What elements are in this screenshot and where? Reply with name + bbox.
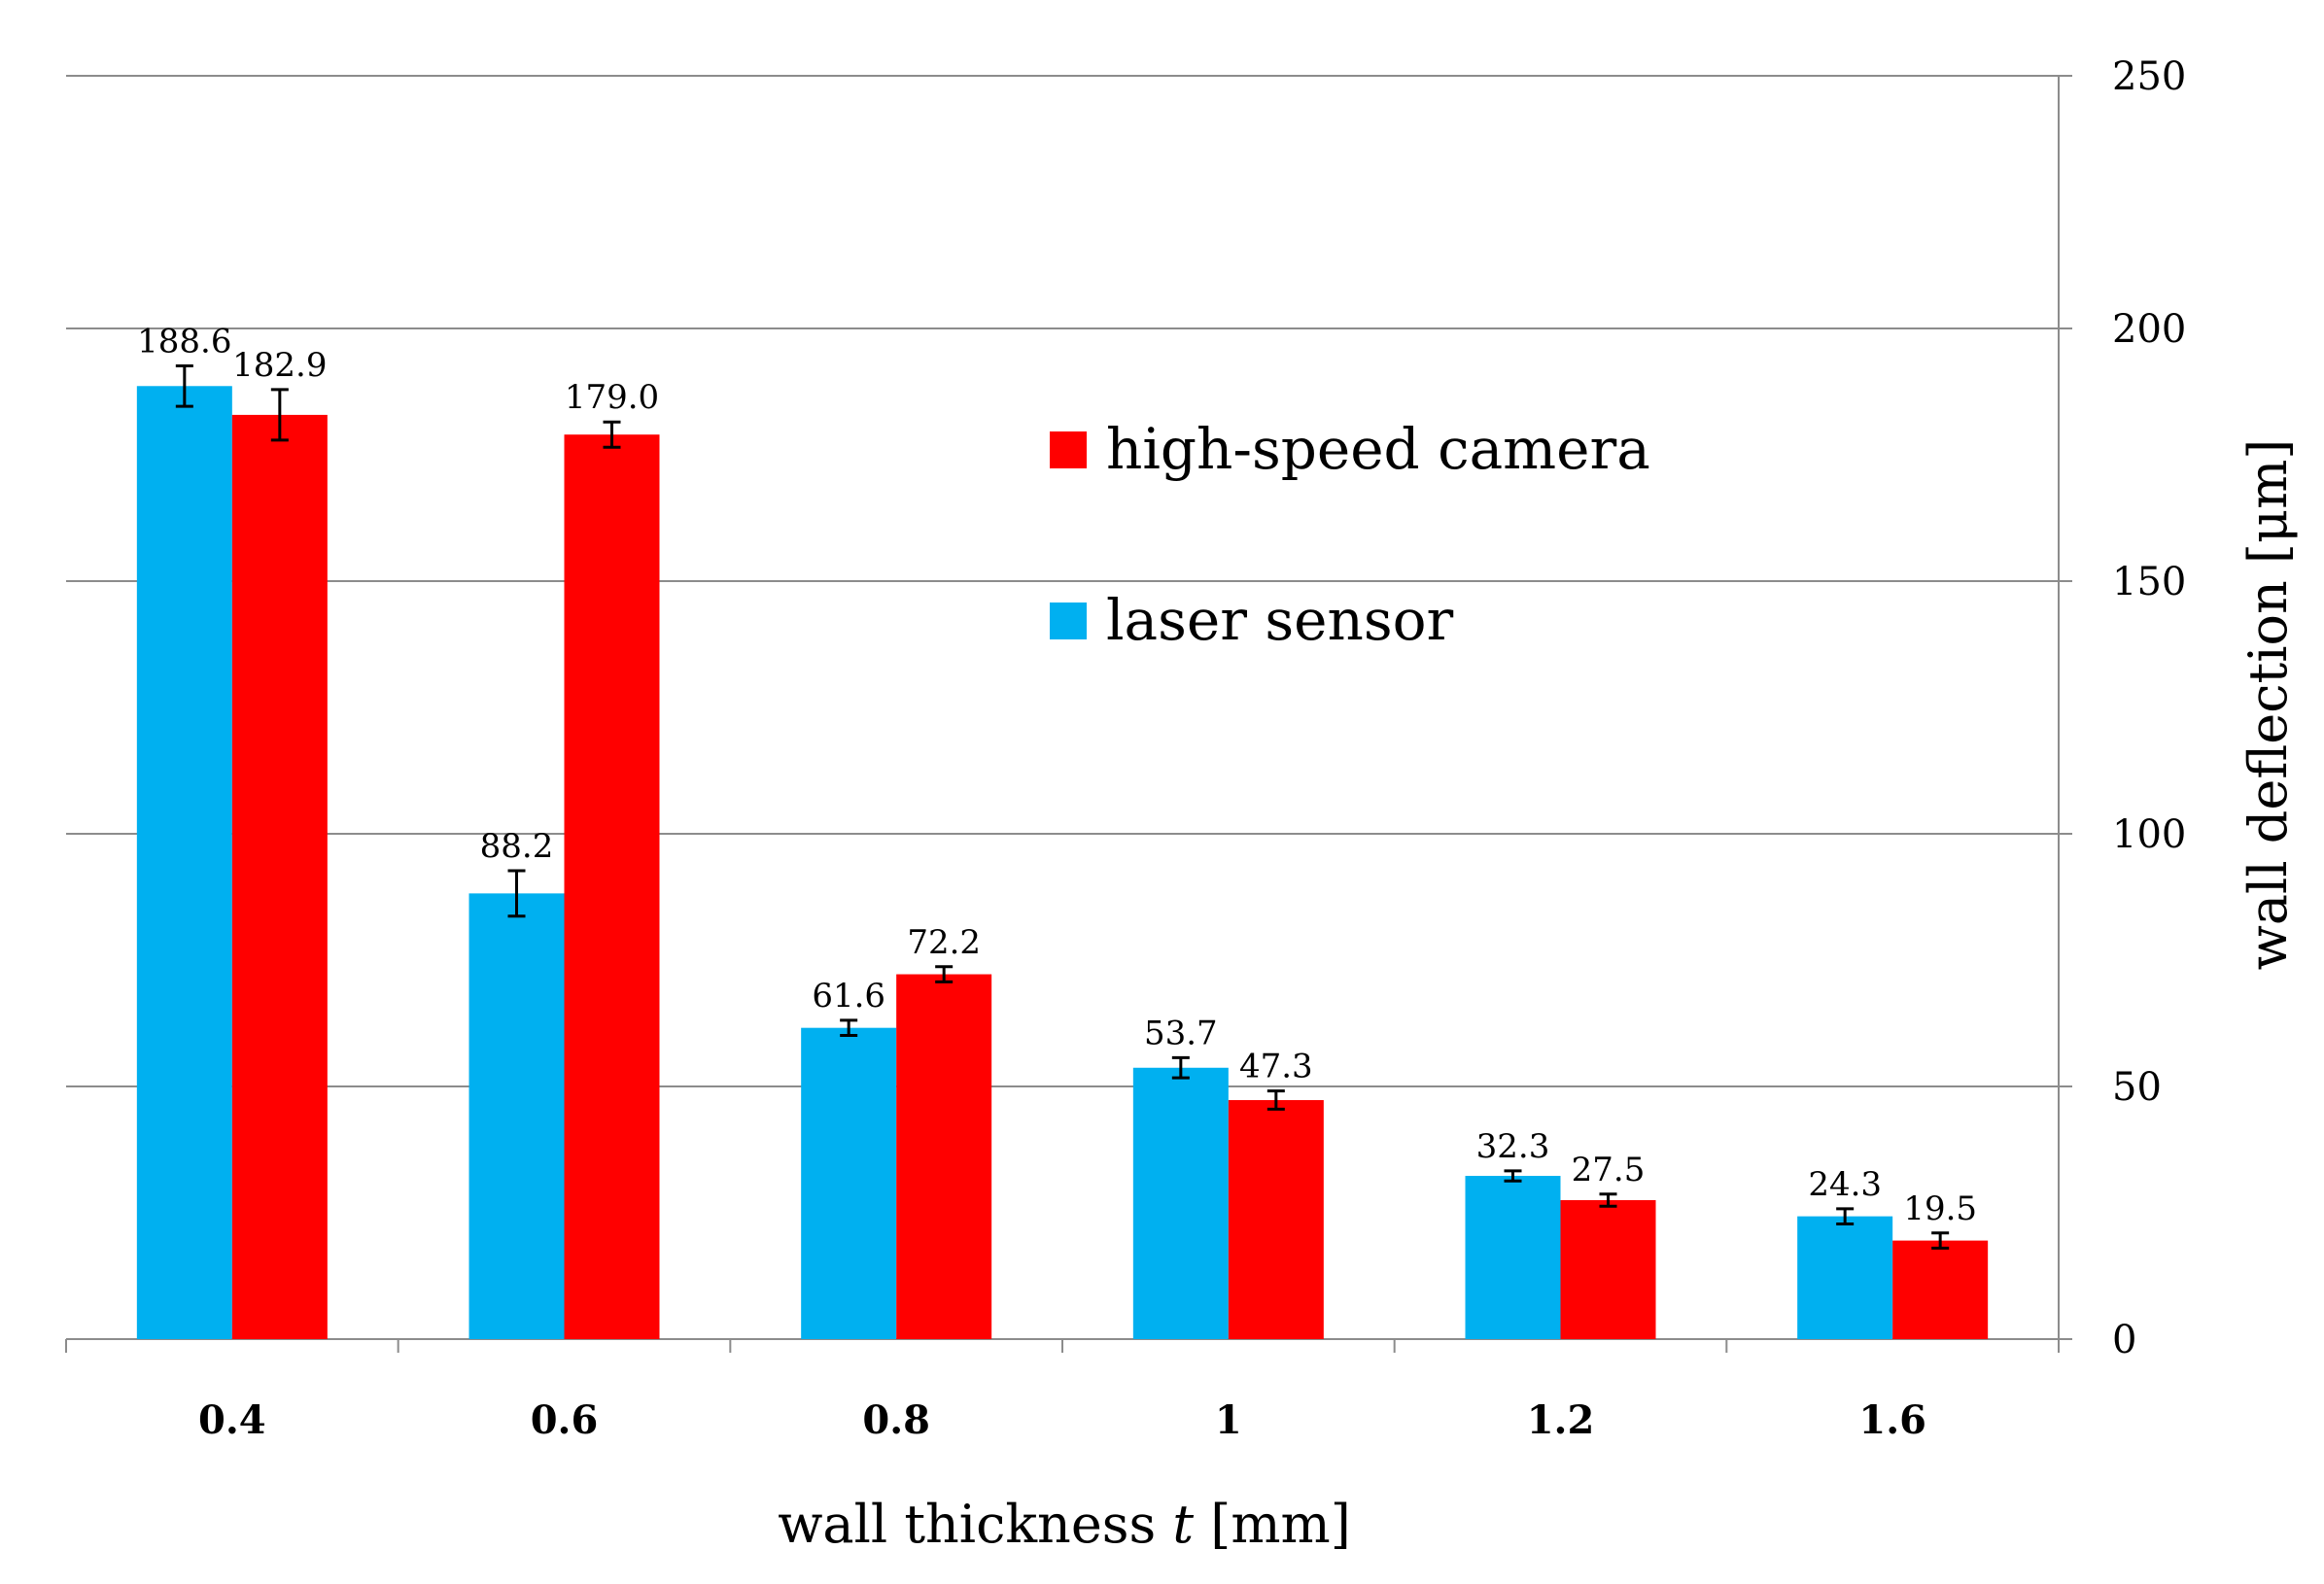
legend: high-speed camera laser sensor [1050,416,1650,653]
x-tick-label: 1.6 [1858,1397,1926,1443]
bar-laser-sensor-1.2 [1465,1176,1561,1339]
bars [136,386,1989,1339]
x-axis-title-unit: [mm] [1210,1494,1351,1555]
data-label: 61.6 [812,977,885,1016]
axes [65,75,2072,1353]
bar-high-speed-camera-0.4 [231,414,328,1339]
error-bar [840,1018,858,1037]
data-label: 182.9 [232,346,327,385]
y-tick-label: 150 [2112,560,2186,604]
x-axis-title-var: t [1172,1494,1194,1555]
data-label: 53.7 [1144,1014,1218,1052]
bar-high-speed-camera-1.2 [1560,1200,1656,1339]
data-label: 19.5 [1903,1189,1977,1228]
bar-high-speed-camera-0.6 [564,434,660,1339]
legend-swatch-high-speed-camera [1050,431,1087,468]
bar-high-speed-camera-1.6 [1892,1240,1989,1339]
error-bar [1171,1055,1190,1080]
error-bar [1599,1192,1617,1208]
error-bar [1931,1231,1950,1250]
legend-swatch-laser-sensor [1050,603,1087,639]
data-label: 32.3 [1476,1127,1550,1166]
data-label: 88.2 [480,827,554,866]
x-axis-title-text: wall thickness [778,1494,1156,1555]
x-tick-label: 1.2 [1527,1397,1595,1443]
error-bar [270,388,289,442]
x-tick-label: 1 [1215,1397,1242,1443]
error-bar [1836,1207,1855,1225]
data-label: 72.2 [907,923,981,962]
legend-label-high-speed-camera: high-speed camera [1106,416,1650,482]
x-axis-title: wall thickness t [mm] [778,1494,1351,1555]
bar-laser-sensor-1.6 [1797,1216,1893,1339]
bar-high-speed-camera-0.8 [896,974,992,1339]
x-tick-label: 0.4 [198,1397,266,1443]
gridlines [66,75,2059,1087]
data-label: 188.6 [137,322,231,361]
bar-laser-sensor-0.6 [468,893,565,1339]
y-axis-title: wall deflection [μm] [2237,439,2299,971]
error-bar [175,363,193,408]
tick-labels: 0 50 100 150 200 250 0.4 0.6 0.8 1 1.2 1.6 [198,54,2186,1443]
data-label: 179.0 [565,378,659,417]
y-tick-label: 50 [2112,1065,2162,1110]
error-bar [507,869,526,918]
error-bar [935,965,954,983]
error-bar [603,420,621,449]
x-tick-label: 0.8 [862,1397,930,1443]
y-tick-label: 200 [2112,307,2186,352]
bar-laser-sensor-0.4 [136,386,232,1339]
error-bar [1266,1089,1285,1111]
y-tick-label: 100 [2112,812,2186,857]
data-label: 47.3 [1239,1048,1313,1086]
legend-label-laser-sensor: laser sensor [1106,587,1454,653]
bar-laser-sensor-1 [1132,1067,1229,1339]
data-label: 27.5 [1572,1151,1646,1189]
error-bar [1504,1169,1522,1183]
x-tick-label: 0.6 [531,1397,599,1443]
y-tick-label: 250 [2112,54,2186,99]
error-bars [175,363,1950,1250]
bar-high-speed-camera-1 [1228,1100,1324,1339]
data-label: 24.3 [1808,1165,1882,1204]
bar-laser-sensor-0.8 [801,1027,897,1339]
y-tick-label: 0 [2112,1318,2136,1362]
